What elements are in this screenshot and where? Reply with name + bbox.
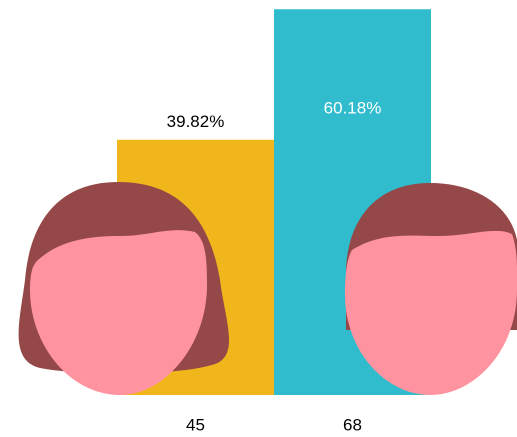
face-left [18,182,230,395]
value-label: 39.82% [167,112,225,131]
x-tick-label: 45 [186,415,205,434]
face-right [345,183,517,395]
x-tick-label: 68 [343,415,362,434]
face-illustrations [18,182,517,395]
value-label: 60.18% [324,99,382,118]
